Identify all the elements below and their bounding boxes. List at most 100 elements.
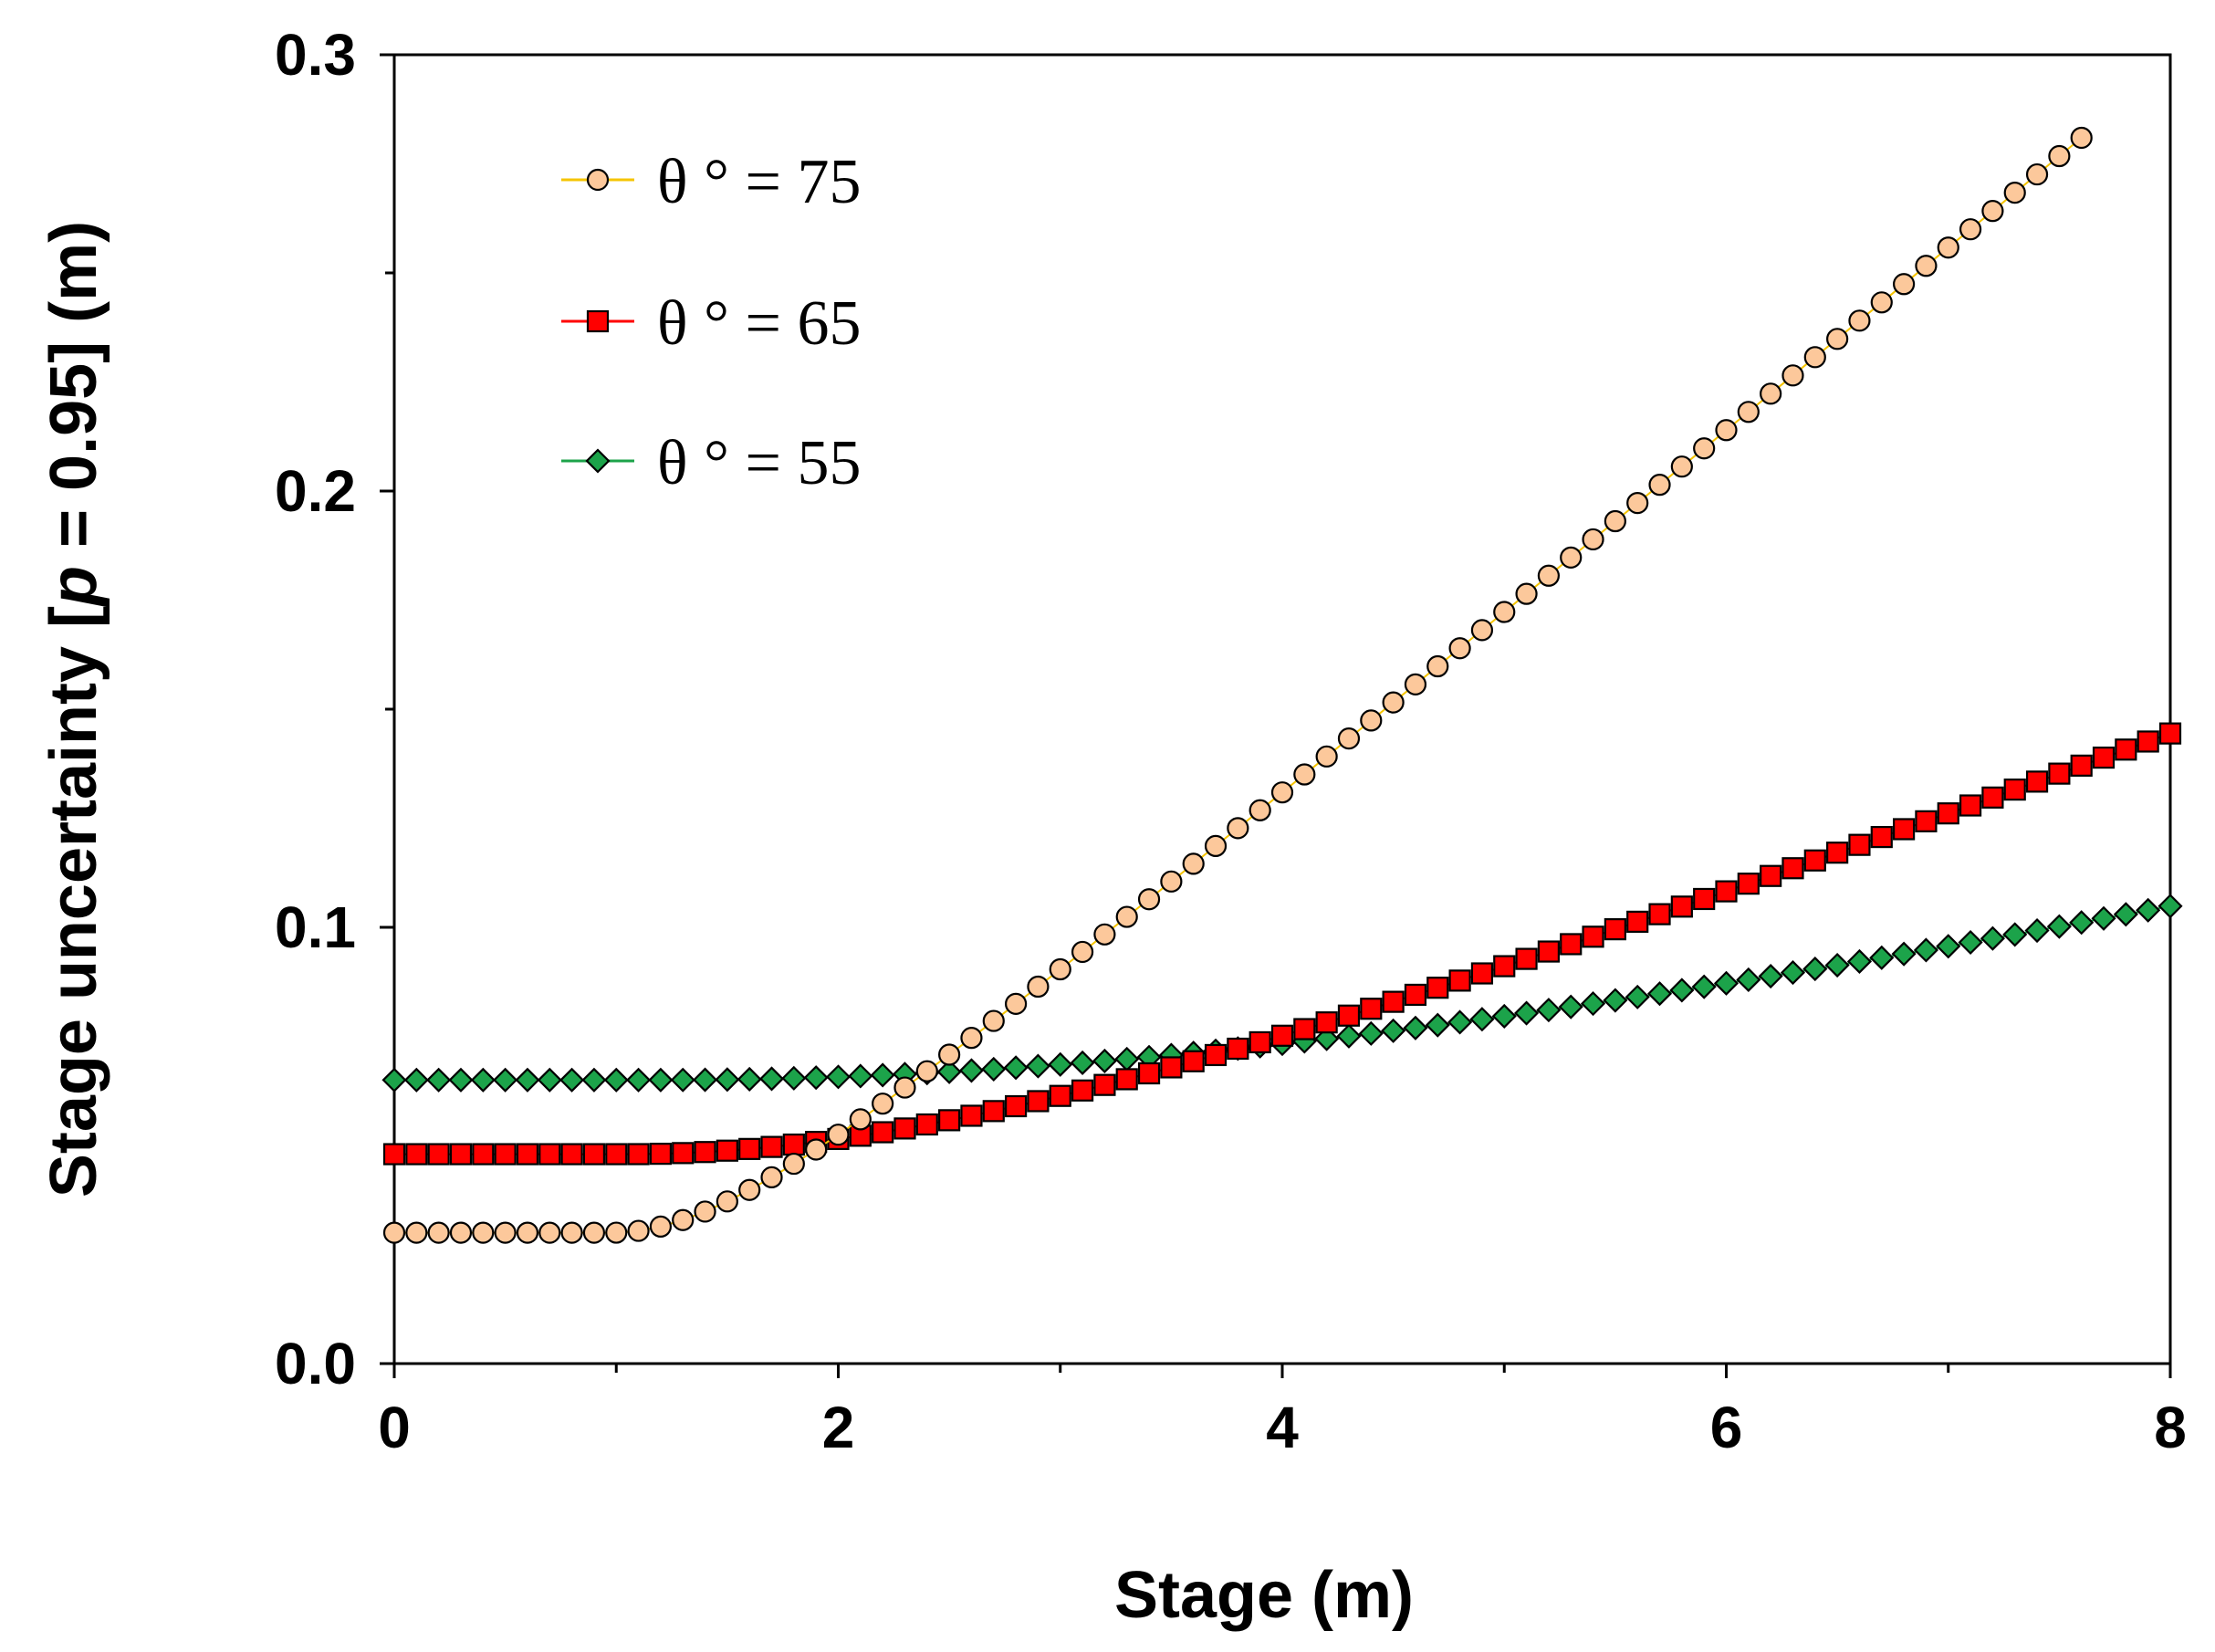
data-point-55: [1358, 1020, 1384, 1046]
data-point-75: [982, 1009, 1005, 1032]
data-point-65: [1715, 880, 1738, 903]
y-axis-title-part1: Stage uncertainty [: [37, 606, 110, 1197]
data-point-65: [1826, 842, 1849, 864]
data-point-65: [2158, 722, 2182, 745]
y-axis-title-part3: = 0.95] (m): [37, 221, 110, 566]
legend-label-75-value: 75: [798, 147, 862, 217]
data-point-75: [960, 1027, 983, 1050]
data-point-75: [516, 1221, 539, 1244]
data-point-75: [649, 1215, 673, 1238]
data-point-65: [2137, 730, 2159, 753]
data-point-65: [2003, 779, 2026, 801]
data-point-65: [1115, 1068, 1138, 1091]
data-point-55: [1936, 934, 1961, 959]
data-point-55: [1780, 960, 1806, 986]
data-point-55: [2113, 902, 2138, 927]
data-point-75: [1760, 382, 1782, 405]
legend-label-55-prefix: θ ° =: [657, 428, 798, 498]
data-point-65: [405, 1143, 428, 1166]
series-55: [381, 894, 2183, 1093]
data-point-75: [2025, 162, 2049, 186]
legend-label-65-value: 65: [798, 288, 862, 359]
legend-marker-75: [586, 168, 610, 192]
y-tick-label: 0.3: [275, 22, 356, 88]
data-point-65: [649, 1143, 673, 1166]
data-point-55: [537, 1067, 562, 1093]
data-point-55: [870, 1062, 895, 1088]
data-point-75: [1137, 888, 1161, 911]
legend-symbol-55: [585, 448, 611, 474]
data-point-55: [1736, 967, 1761, 993]
data-point-55: [1824, 952, 1850, 978]
data-point-65: [1360, 998, 1383, 1020]
series-65: [382, 722, 2182, 1166]
y-axis-title: Stage uncertainty [p = 0.95] (m): [37, 221, 110, 1197]
data-point-55: [1913, 937, 1938, 963]
data-point-65: [1737, 873, 1760, 895]
data-point-65: [1049, 1084, 1071, 1107]
axis-ticks: 0 2 4 6 8 0.0 0.1 0.2 0.3: [275, 22, 2187, 1460]
legend-label-65-prefix: θ ° =: [657, 288, 798, 359]
data-point-55: [1491, 1003, 1517, 1029]
data-point-55: [1469, 1007, 1495, 1032]
data-point-65: [2070, 754, 2093, 777]
data-point-55: [1070, 1050, 1095, 1075]
data-point-65: [1870, 825, 1893, 849]
data-point-65: [1537, 940, 1561, 963]
data-point-65: [605, 1143, 628, 1166]
data-point-55: [381, 1067, 407, 1093]
data-point-65: [538, 1143, 561, 1166]
legend-symbol-75: [586, 168, 610, 192]
legend-symbol-65: [586, 309, 610, 333]
data-point-75: [1493, 601, 1516, 623]
data-point-65: [1204, 1043, 1228, 1067]
data-point-65: [915, 1113, 938, 1136]
data-point-55: [1669, 978, 1695, 1003]
data-point-75: [605, 1221, 628, 1244]
data-point-65: [1848, 833, 1871, 856]
data-point-55: [1603, 988, 1628, 1013]
legend-entry-75: θ ° = 75: [561, 147, 862, 217]
data-point-55: [692, 1067, 718, 1093]
data-point-55: [1758, 963, 1783, 989]
data-point-75: [1604, 509, 1626, 533]
data-point-75: [1826, 328, 1849, 350]
legend-entry-65: θ ° = 65: [561, 288, 862, 359]
data-point-75: [849, 1108, 872, 1131]
data-point-65: [1582, 925, 1604, 948]
data-point-75: [1293, 763, 1316, 786]
data-point-65: [1515, 947, 1538, 970]
data-point-55: [403, 1067, 429, 1093]
data-point-65: [1648, 903, 1671, 925]
data-point-65: [694, 1141, 716, 1164]
series-line-75: [394, 137, 2083, 1234]
data-point-75: [694, 1200, 716, 1223]
data-point-65: [960, 1104, 983, 1127]
data-point-65: [1626, 910, 1649, 933]
data-point-65: [1293, 1018, 1316, 1040]
data-point-65: [472, 1143, 495, 1166]
data-point-75: [560, 1221, 583, 1244]
data-point-55: [1403, 1015, 1428, 1040]
y-axis-title-italic-p: p: [37, 566, 110, 608]
data-point-75: [1560, 546, 1583, 569]
legend-label-75: θ ° = 75: [657, 147, 862, 217]
data-point-55: [781, 1065, 807, 1091]
data-point-55: [1336, 1023, 1362, 1049]
data-point-65: [982, 1100, 1005, 1123]
data-point-75: [1803, 346, 1826, 369]
data-point-75: [1227, 817, 1249, 840]
data-point-55: [958, 1058, 985, 1083]
data-point-55: [470, 1067, 496, 1093]
data-point-55: [448, 1067, 474, 1093]
data-point-75: [1071, 940, 1094, 964]
data-point-55: [2069, 910, 2095, 936]
data-point-65: [716, 1139, 738, 1162]
data-point-65: [427, 1143, 450, 1166]
data-point-55: [2091, 905, 2116, 931]
data-point-55: [848, 1063, 873, 1089]
data-point-75: [1582, 528, 1604, 551]
data-point-75: [1893, 273, 1916, 296]
data-point-55: [2002, 922, 2028, 947]
data-point-75: [1537, 564, 1561, 587]
